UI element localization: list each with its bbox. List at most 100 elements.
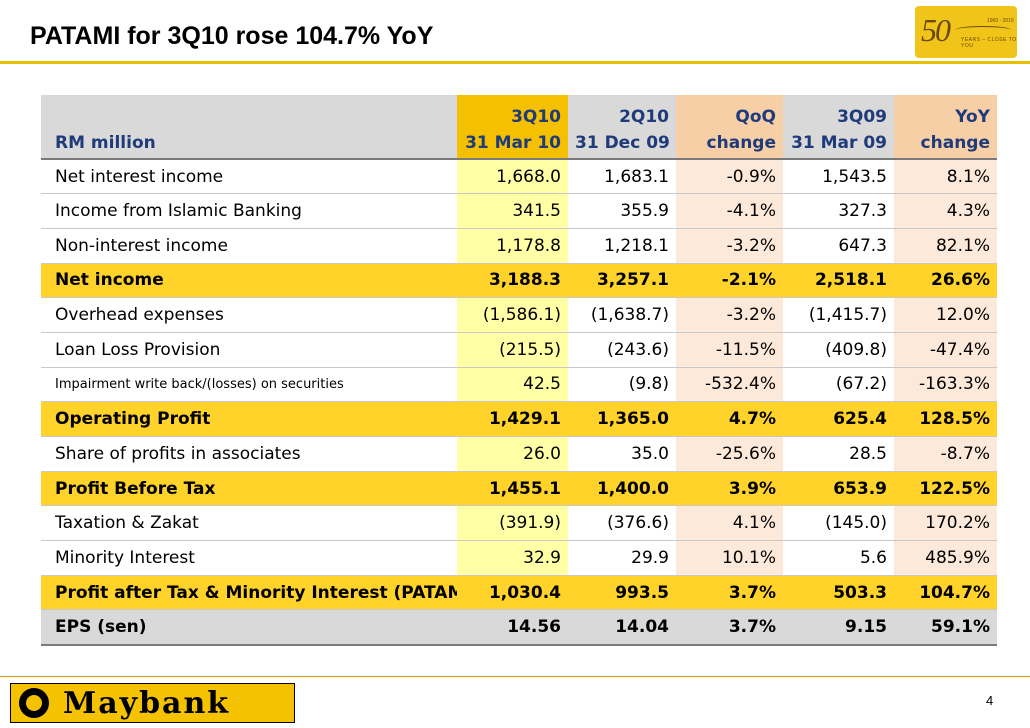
value-3q09: 653.9 [783, 471, 894, 507]
header-qoq-change: change [676, 127, 783, 160]
row-label: Loan Loss Provision [41, 332, 457, 368]
anniversary-number: 50 [921, 12, 951, 48]
table-row: Loan Loss Provision (215.5) (243.6) -11.… [41, 332, 997, 368]
row-label: Profit Before Tax [41, 471, 457, 507]
value-3q09: 1,543.5 [783, 159, 894, 195]
header-blank [41, 95, 457, 127]
value-3q09: 28.5 [783, 436, 894, 472]
row-label: Profit after Tax & Minority Interest (PA… [41, 575, 457, 611]
value-qoq: -0.9% [676, 159, 783, 195]
anniversary-logo: 50 1960 - 2010 YEARS – CLOSE TO YOU [915, 6, 1017, 58]
table-row: Minority Interest 32.9 29.9 10.1% 5.6 48… [41, 540, 997, 576]
value-yoy: 4.3% [894, 193, 997, 229]
table-row-highlight: Operating Profit 1,429.1 1,365.0 4.7% 62… [41, 401, 997, 437]
value-qoq: -25.6% [676, 436, 783, 472]
value-3q09: 625.4 [783, 401, 894, 437]
row-label: Operating Profit [41, 401, 457, 437]
value-qoq: -3.2% [676, 297, 783, 333]
value-3q10: 14.56 [457, 609, 568, 646]
value-qoq: 3.7% [676, 609, 783, 646]
value-3q10: 32.9 [457, 540, 568, 576]
value-yoy: 170.2% [894, 505, 997, 542]
value-3q09: 327.3 [783, 193, 894, 229]
value-3q10: (215.5) [457, 332, 568, 368]
table-row: Overhead expenses (1,586.1) (1,638.7) -3… [41, 297, 997, 333]
value-qoq: -2.1% [676, 263, 783, 299]
value-yoy: -8.7% [894, 436, 997, 472]
value-2q10: 35.0 [568, 436, 676, 472]
value-3q09: 503.3 [783, 575, 894, 611]
value-2q10: 1,218.1 [568, 228, 676, 264]
value-yoy: 104.7% [894, 575, 997, 611]
anniversary-tagline: YEARS – CLOSE TO YOU [961, 37, 1017, 49]
value-qoq: 10.1% [676, 540, 783, 576]
value-3q09: 2,518.1 [783, 263, 894, 299]
value-3q10: 1,178.8 [457, 228, 568, 264]
table-row-highlight: Profit after Tax & Minority Interest (PA… [41, 575, 997, 611]
header-row-period: 3Q10 2Q10 QoQ 3Q09 YoY [41, 95, 997, 127]
value-3q10: 1,668.0 [457, 159, 568, 195]
title-divider [0, 61, 1030, 64]
value-2q10: 1,365.0 [568, 401, 676, 437]
row-label: Income from Islamic Banking [41, 193, 457, 229]
row-label: Non-interest income [41, 228, 457, 264]
table-row: Income from Islamic Banking 341.5 355.9 … [41, 193, 997, 229]
row-label: Minority Interest [41, 540, 457, 576]
value-3q09: 5.6 [783, 540, 894, 576]
header-rm-million: RM million [41, 127, 457, 160]
value-qoq: -3.2% [676, 228, 783, 264]
header-date-3q09: 31 Mar 09 [783, 127, 894, 160]
row-label: EPS (sen) [41, 609, 457, 646]
value-2q10: 1,683.1 [568, 159, 676, 195]
table-row-eps: EPS (sen) 14.56 14.04 3.7% 9.15 59.1% [41, 609, 997, 646]
financial-table: 3Q10 2Q10 QoQ 3Q09 YoY RM million 31 Mar… [41, 95, 997, 646]
row-label: Impairment write back/(losses) on securi… [41, 367, 457, 403]
header-2q10: 2Q10 [568, 95, 676, 127]
row-label: Share of profits in associates [41, 436, 457, 472]
slide-title: PATAMI for 3Q10 rose 104.7% YoY [30, 22, 434, 50]
row-label: Net income [41, 263, 457, 299]
value-3q10: 341.5 [457, 193, 568, 229]
value-3q10: 1,429.1 [457, 401, 568, 437]
anniversary-years: 1960 - 2010 [987, 18, 1014, 24]
value-3q10: (1,586.1) [457, 297, 568, 333]
value-qoq: 4.7% [676, 401, 783, 437]
page-number: 4 [986, 693, 994, 708]
value-2q10: (9.8) [568, 367, 676, 403]
value-yoy: 82.1% [894, 228, 997, 264]
value-qoq: 3.9% [676, 471, 783, 507]
value-yoy: 8.1% [894, 159, 997, 195]
header-row-date: RM million 31 Mar 10 31 Dec 09 change 31… [41, 127, 997, 160]
table-row-highlight: Profit Before Tax 1,455.1 1,400.0 3.9% 6… [41, 471, 997, 507]
value-3q10: 26.0 [457, 436, 568, 472]
table-row: Non-interest income 1,178.8 1,218.1 -3.2… [41, 228, 997, 264]
value-2q10: 14.04 [568, 609, 676, 646]
value-yoy: 122.5% [894, 471, 997, 507]
maybank-wordmark: Maybank [63, 685, 231, 721]
table-row-highlight: Net income 3,188.3 3,257.1 -2.1% 2,518.1… [41, 263, 997, 299]
value-qoq: -532.4% [676, 367, 783, 403]
value-qoq: 4.1% [676, 505, 783, 542]
value-2q10: 355.9 [568, 193, 676, 229]
header-date-2q10: 31 Dec 09 [568, 127, 676, 160]
value-yoy: -163.3% [894, 367, 997, 403]
value-3q09: 9.15 [783, 609, 894, 646]
value-3q10: 1,030.4 [457, 575, 568, 611]
header-qoq: QoQ [676, 95, 783, 127]
value-3q10: 42.5 [457, 367, 568, 403]
value-2q10: (376.6) [568, 505, 676, 542]
header-3q10: 3Q10 [457, 95, 568, 127]
value-yoy: 26.6% [894, 263, 997, 299]
value-3q09: (1,415.7) [783, 297, 894, 333]
value-3q10: 1,455.1 [457, 471, 568, 507]
value-2q10: (243.6) [568, 332, 676, 368]
value-3q10: (391.9) [457, 505, 568, 542]
header-yoy-change: change [894, 127, 997, 160]
value-3q10: 3,188.3 [457, 263, 568, 299]
value-yoy: -47.4% [894, 332, 997, 368]
header-3q09: 3Q09 [783, 95, 894, 127]
table-row: Taxation & Zakat (391.9) (376.6) 4.1% (1… [41, 505, 997, 542]
value-2q10: (1,638.7) [568, 297, 676, 333]
value-2q10: 3,257.1 [568, 263, 676, 299]
value-qoq: -11.5% [676, 332, 783, 368]
